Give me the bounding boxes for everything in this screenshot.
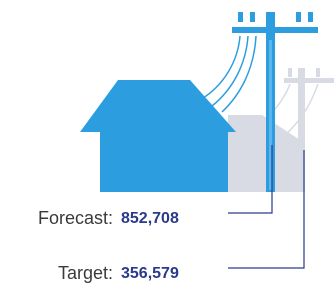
target-label: Target: xyxy=(58,263,113,283)
wires xyxy=(200,36,256,112)
infographic: Forecast: 852,708 Target: 356,579 xyxy=(0,0,334,291)
target-value: 356,579 xyxy=(121,265,179,282)
forecast-label: Forecast: xyxy=(38,208,113,228)
forecast-value: 852,708 xyxy=(121,210,179,227)
